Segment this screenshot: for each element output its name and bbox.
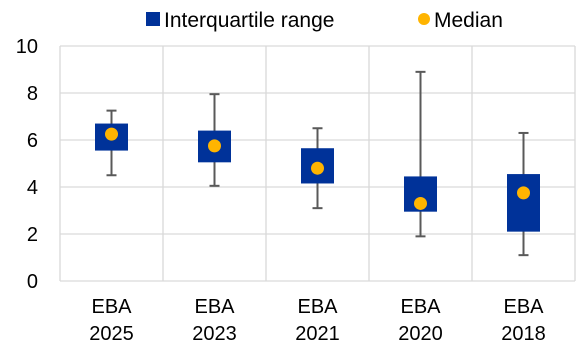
legend: Interquartile range Median [146, 9, 503, 32]
boxplot-2 [301, 127, 334, 210]
x-tick-label: EBA [91, 296, 132, 318]
boxplot-3 [404, 70, 437, 238]
x-tick-label: EBA [297, 296, 338, 318]
y-tick-label: 8 [27, 83, 38, 105]
y-tick-label: 10 [16, 36, 38, 58]
gridlines [59, 45, 576, 282]
boxplots [95, 70, 540, 257]
x-axis-ticks: EBA 2025 EBA 2023 EBA 2021 EBA 2020 EBA 2018 [89, 296, 546, 345]
boxplot-4 [507, 131, 540, 257]
y-tick-label: 4 [27, 177, 38, 199]
median-marker [414, 196, 427, 210]
y-tick-label: 6 [27, 130, 38, 152]
x-tick-label: 2018 [501, 323, 546, 345]
median-marker [105, 127, 118, 141]
x-tick-label: 2020 [398, 323, 443, 345]
boxplot-1 [198, 93, 231, 187]
median-marker [208, 139, 221, 153]
legend-label-interquartile-range: Interquartile range [164, 9, 334, 32]
legend-swatch-interquartile-range [146, 12, 160, 26]
boxplot-0 [95, 109, 128, 177]
legend-swatch-median [418, 13, 430, 25]
median-marker [311, 161, 324, 175]
legend-label-median: Median [434, 9, 503, 32]
x-tick-label: 2025 [89, 323, 134, 345]
interquartile-box [507, 174, 540, 232]
x-tick-label: EBA [400, 296, 441, 318]
median-marker [517, 186, 530, 200]
x-tick-label: 2023 [192, 323, 237, 345]
x-tick-label: EBA [194, 296, 235, 318]
y-tick-label: 2 [27, 224, 38, 246]
y-tick-label: 0 [27, 271, 38, 293]
x-tick-label: EBA [503, 296, 544, 318]
y-axis-ticks: 0 2 4 6 8 10 [16, 36, 38, 293]
x-tick-label: 2021 [295, 323, 340, 345]
